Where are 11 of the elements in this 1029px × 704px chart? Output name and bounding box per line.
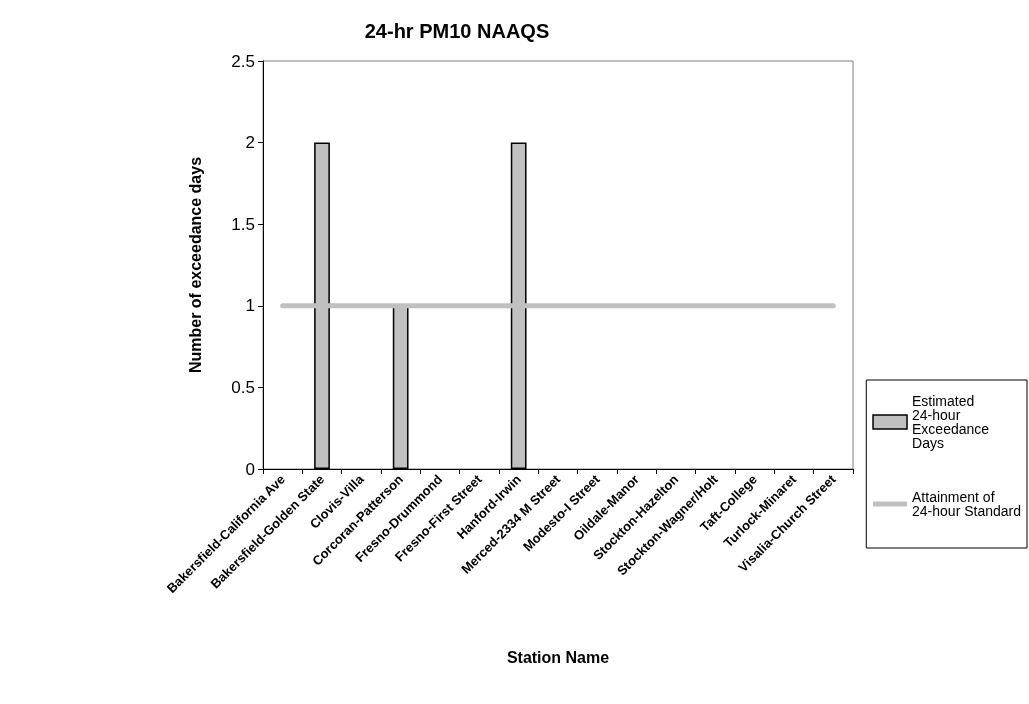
x-axis-title: Station Name [506,648,610,666]
y-tick-label: 0.5 [231,377,255,397]
legend-label: Estimated 24-hour Exceedance Days [912,393,993,451]
y-tick-label: 0 [245,459,255,479]
y-tick-label: 2.5 [231,51,255,71]
y-tick-label: 2 [245,133,255,153]
legend-label: Attainment of 24-hour Standard [912,489,1021,519]
chart-title: 24-hr PM10 NAAQS [364,20,550,42]
y-tick-label: 1.5 [231,214,255,234]
y-axis-title: Number of exceedance days [186,156,204,374]
y-tick-label: 1 [245,296,255,316]
